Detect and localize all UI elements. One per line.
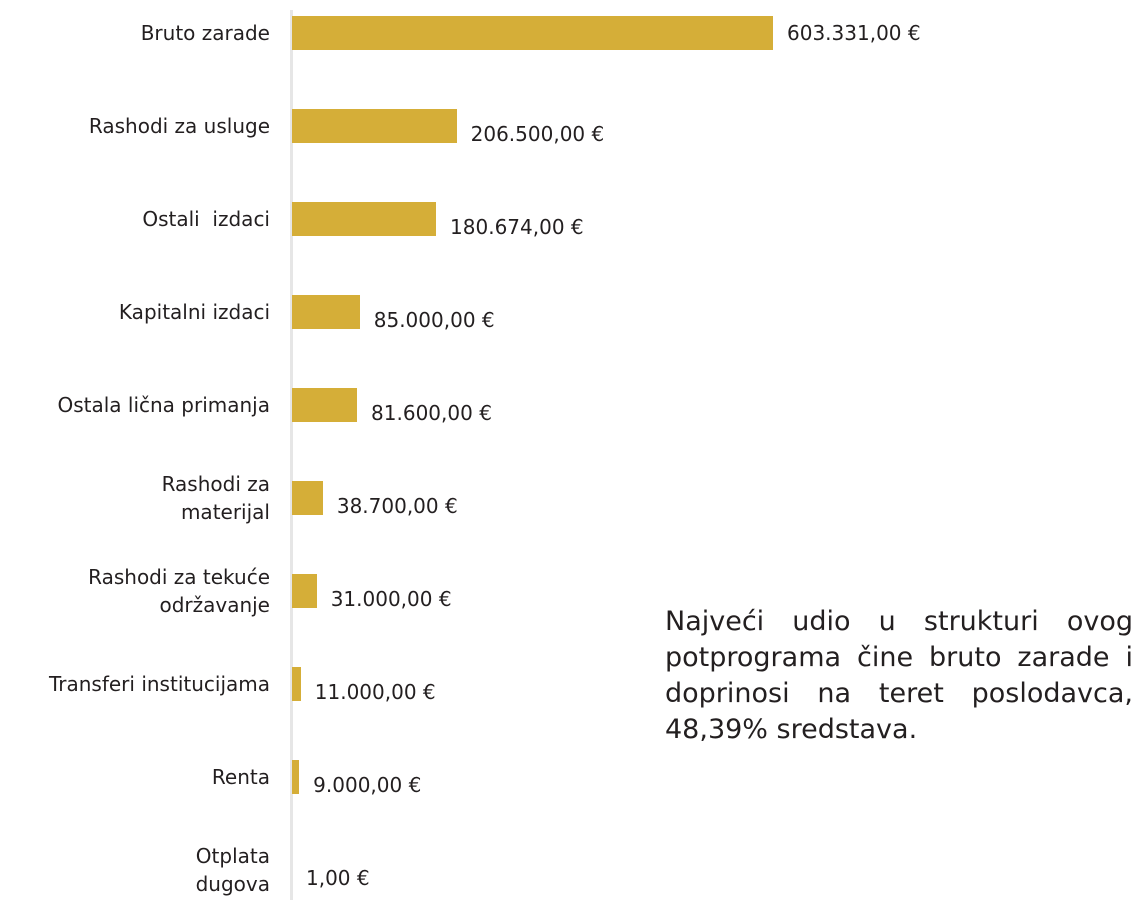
value-label: 9.000,00 € <box>313 773 422 797</box>
annotation: Najveći udio u strukturi ovog potprogram… <box>665 606 1133 745</box>
category-label: Transferi institucijama <box>48 672 270 696</box>
bar <box>292 388 358 422</box>
value-label: 1,00 € <box>306 866 370 890</box>
bar <box>292 109 457 143</box>
value-label: 180.674,00 € <box>450 215 584 239</box>
bar <box>292 202 437 236</box>
value-label: 85.000,00 € <box>373 308 495 332</box>
category-label: Rashodi za usluge <box>88 114 270 138</box>
bar <box>292 16 773 50</box>
category-label: Rashodi za tekuće održavanje <box>88 565 270 617</box>
bar <box>292 481 323 515</box>
bar <box>292 295 360 329</box>
category-label: Kapitalni izdaci <box>118 300 270 324</box>
value-label: 38.700,00 € <box>336 494 458 518</box>
bar <box>292 760 300 794</box>
bar <box>292 574 317 608</box>
value-label: 11.000,00 € <box>314 680 436 704</box>
category-label: Ostala lična primanja <box>57 393 270 417</box>
value-label: 206.500,00 € <box>470 122 605 146</box>
category-label: Bruto zarade <box>140 21 270 45</box>
axis-line <box>290 10 293 900</box>
category-label: Rashodi za materijal <box>161 472 270 524</box>
category-label: Renta <box>211 765 270 789</box>
value-label: 81.600,00 € <box>371 401 492 425</box>
bar <box>292 667 301 701</box>
category-label: Ostali izdaci <box>142 207 270 231</box>
value-label: 603.331,00 € <box>787 21 921 45</box>
value-label: 31.000,00 € <box>330 587 452 611</box>
category-label: Otplata dugova <box>195 844 270 896</box>
